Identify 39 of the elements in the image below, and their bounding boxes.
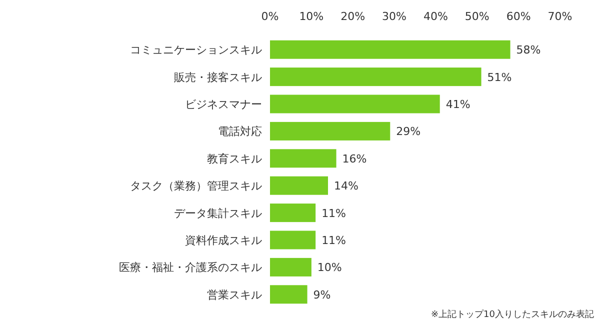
y-tick-label: 資料作成スキル bbox=[185, 234, 262, 247]
bar bbox=[270, 94, 440, 114]
x-tick-label: 20% bbox=[340, 10, 366, 23]
y-tick-label: 販売・接客スキル bbox=[174, 70, 262, 84]
x-tick-label: 30% bbox=[382, 10, 407, 23]
x-tick-label: 40% bbox=[423, 10, 448, 23]
bar bbox=[270, 122, 390, 140]
y-tick-label: タスク（業務）管理スキル bbox=[130, 180, 262, 193]
x-tick-label: 0% bbox=[261, 10, 279, 23]
bar bbox=[270, 68, 482, 86]
y-tick-label: データ集計スキル bbox=[174, 206, 262, 220]
data-label: 29% bbox=[396, 125, 421, 138]
data-label: 58% bbox=[516, 44, 541, 57]
x-tick-label: 60% bbox=[506, 10, 531, 23]
bar bbox=[270, 149, 336, 168]
y-tick-label: 営業スキル bbox=[207, 288, 262, 302]
y-tick-label: コミュニケーションスキル bbox=[130, 44, 262, 57]
data-label: 10% bbox=[317, 261, 342, 274]
data-label: 41% bbox=[446, 98, 470, 111]
data-label: 14% bbox=[334, 180, 358, 193]
y-tick-label: 電話対応 bbox=[218, 125, 262, 138]
y-tick-label: ビジネスマナー bbox=[185, 98, 262, 111]
data-label: 11% bbox=[322, 234, 346, 247]
text: ※上記トップ10入りしたスキルのみ表記 bbox=[431, 309, 594, 320]
bar bbox=[270, 230, 316, 250]
bar bbox=[270, 176, 328, 195]
bar bbox=[270, 204, 316, 222]
data-label: 11% bbox=[322, 206, 346, 220]
data-label: 16% bbox=[342, 152, 367, 166]
x-tick-label: 10% bbox=[299, 10, 324, 23]
data-label: 51% bbox=[487, 70, 512, 84]
data-label: 9% bbox=[313, 288, 331, 302]
bar bbox=[270, 258, 312, 276]
x-tick-label: 70% bbox=[548, 10, 572, 23]
y-tick-label: 医療・福祉・介護系のスキル bbox=[119, 261, 262, 274]
bar bbox=[270, 40, 510, 59]
bar bbox=[270, 285, 308, 304]
y-tick-label: 教育スキル bbox=[207, 152, 262, 166]
x-tick-label: 50% bbox=[464, 10, 490, 23]
